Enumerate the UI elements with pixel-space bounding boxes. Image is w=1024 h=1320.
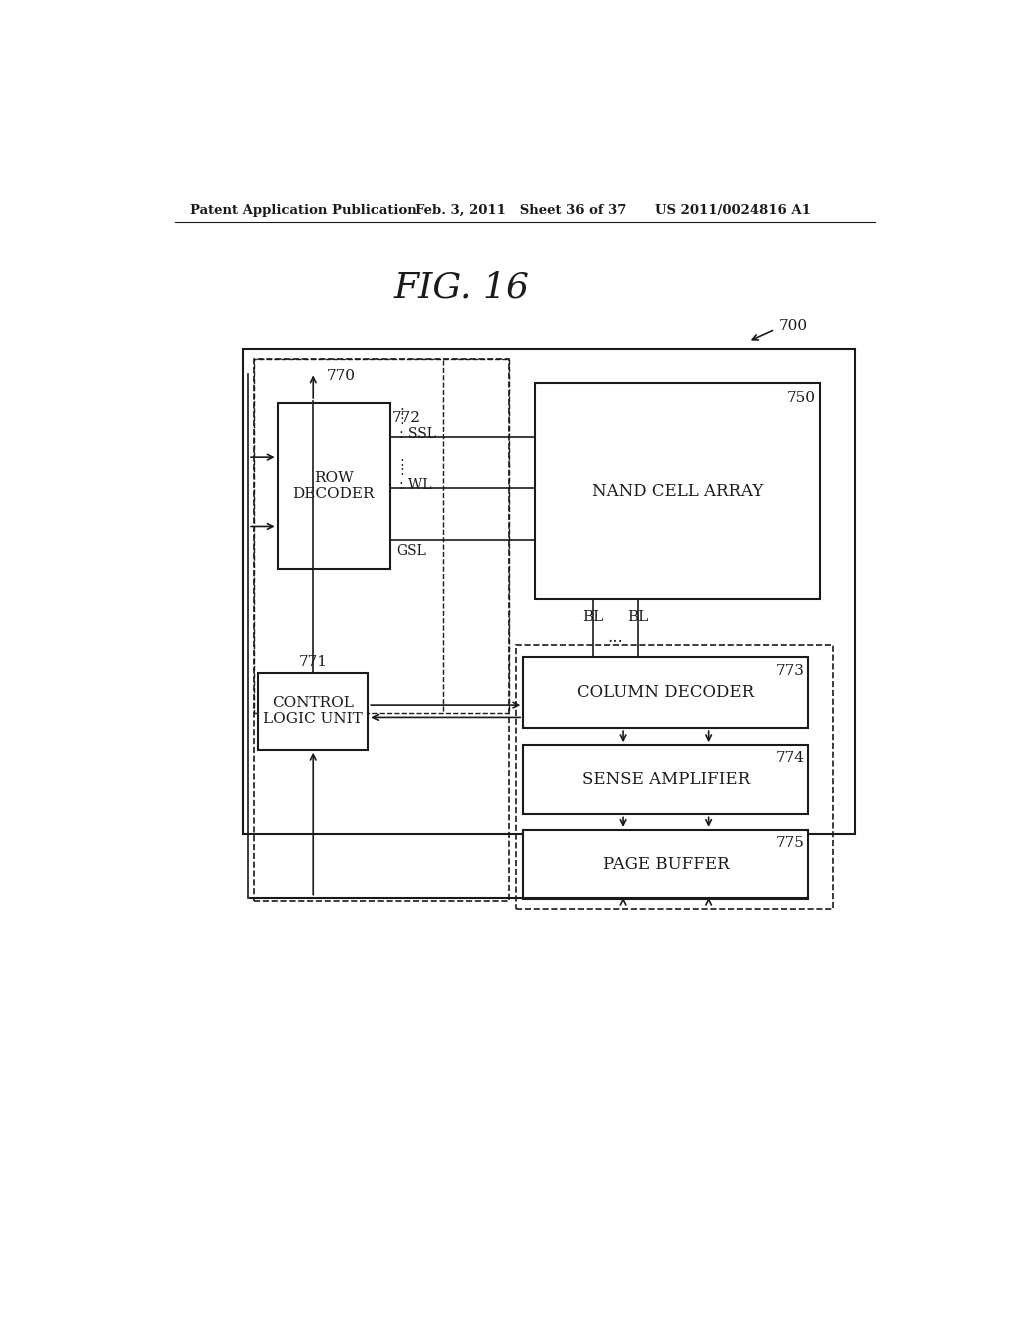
Text: US 2011/0024816 A1: US 2011/0024816 A1: [655, 205, 811, 218]
Bar: [258, 673, 369, 750]
Text: GSL: GSL: [396, 544, 426, 558]
Bar: [278, 404, 390, 569]
Text: SENSE AMPLIFIER: SENSE AMPLIFIER: [582, 771, 750, 788]
Text: ROW
DECODER: ROW DECODER: [293, 471, 375, 502]
Text: :: :: [399, 404, 403, 418]
Text: ...: ...: [607, 628, 624, 645]
Bar: [515, 645, 834, 909]
Text: Feb. 3, 2011   Sheet 36 of 37: Feb. 3, 2011 Sheet 36 of 37: [415, 205, 626, 218]
Text: 774: 774: [775, 751, 805, 766]
Bar: [254, 359, 509, 902]
Text: :: :: [399, 413, 403, 428]
Text: : SSL: : SSL: [399, 428, 436, 441]
Text: 771: 771: [299, 655, 328, 669]
Text: BL: BL: [628, 610, 648, 624]
Text: :: :: [399, 455, 403, 469]
Bar: [523, 657, 809, 729]
Text: 773: 773: [776, 664, 805, 677]
Text: 775: 775: [776, 836, 805, 850]
Text: 770: 770: [328, 370, 356, 383]
Text: FIG. 16: FIG. 16: [393, 271, 529, 305]
Text: 772: 772: [391, 411, 421, 425]
Text: Patent Application Publication: Patent Application Publication: [190, 205, 417, 218]
Text: BL: BL: [583, 610, 603, 624]
Text: : WL: : WL: [399, 478, 432, 492]
Text: NAND CELL ARRAY: NAND CELL ARRAY: [592, 483, 763, 499]
Text: PAGE BUFFER: PAGE BUFFER: [602, 855, 729, 873]
Text: 750: 750: [787, 391, 816, 405]
Bar: [523, 830, 809, 899]
Text: COLUMN DECODER: COLUMN DECODER: [578, 684, 755, 701]
Bar: [254, 359, 509, 713]
Bar: [523, 744, 809, 814]
Bar: [535, 383, 820, 599]
Text: CONTROL
LOGIC UNIT: CONTROL LOGIC UNIT: [263, 696, 364, 726]
Text: 700: 700: [779, 319, 808, 333]
Text: :: :: [399, 465, 403, 478]
Bar: [243, 350, 855, 834]
